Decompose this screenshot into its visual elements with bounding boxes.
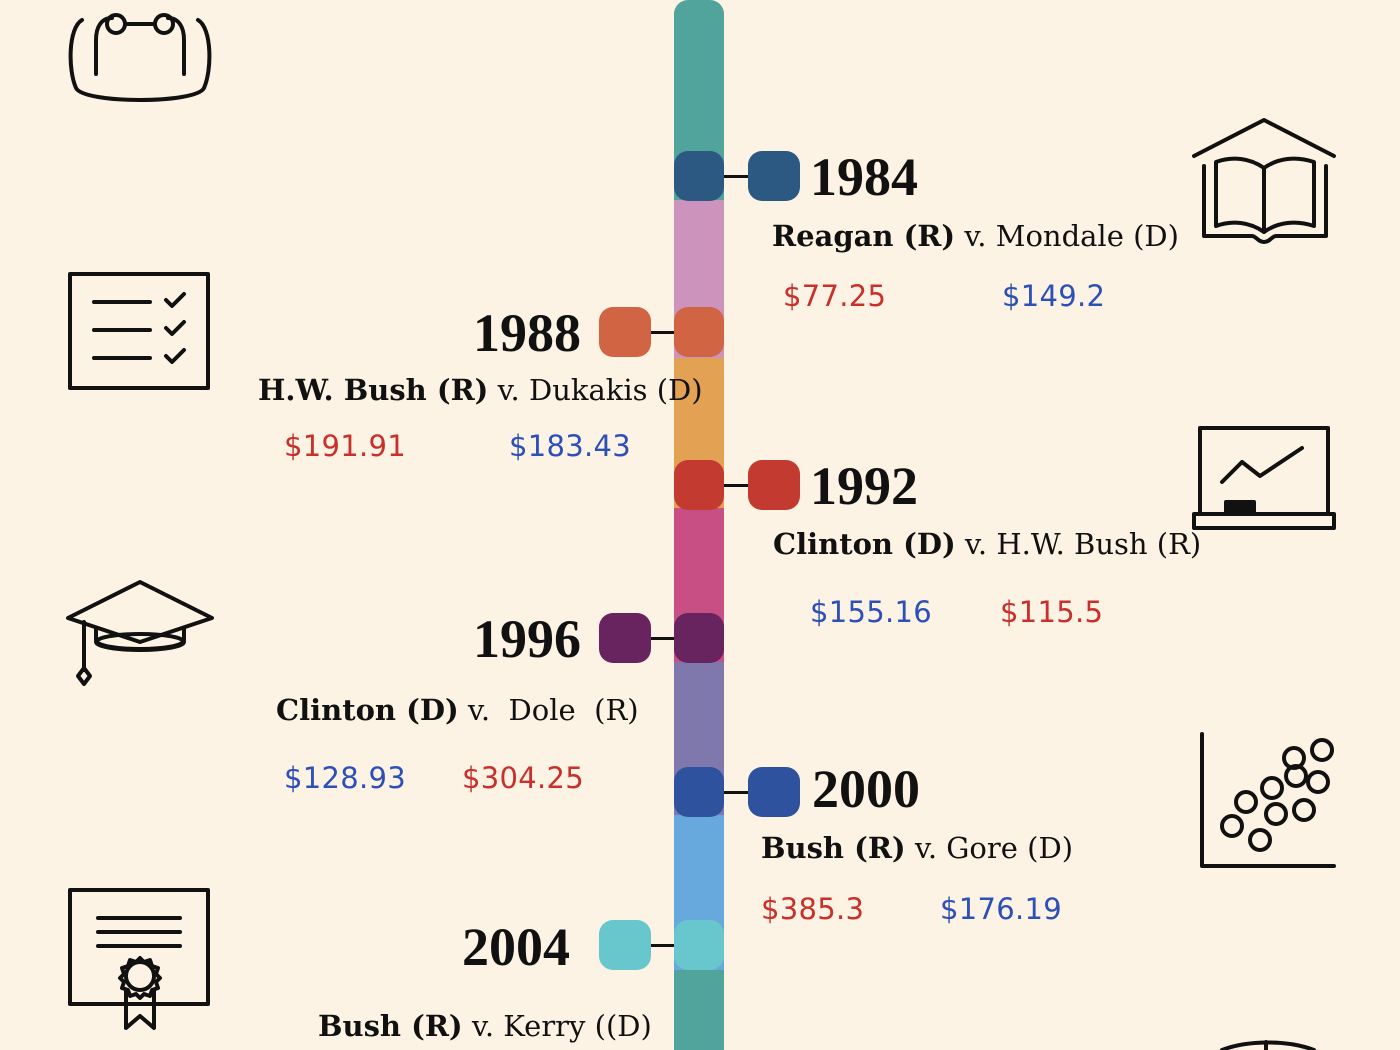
- year-connector: [651, 331, 674, 334]
- spine-node: [674, 151, 724, 201]
- election-matchup: Clinton (D) v. H.W. Bush (R): [773, 530, 1201, 559]
- matchup-separator: v.: [955, 219, 996, 253]
- spending-amount: $149.2: [1002, 279, 1106, 313]
- spine-segment: [674, 970, 724, 1050]
- globe-icon: [1218, 1038, 1318, 1050]
- matchup-separator: v.: [458, 693, 509, 727]
- spine-node: [674, 920, 724, 970]
- winner-name: Clinton (D): [773, 527, 956, 561]
- checklist-icon: [68, 272, 212, 392]
- opponent-name: Dukakis (D): [529, 373, 703, 407]
- spending-amount: $176.19: [940, 892, 1063, 926]
- winner-name: H.W. Bush (R): [258, 373, 489, 407]
- spending-amount: $183.43: [509, 429, 632, 463]
- election-year: 2004: [462, 917, 570, 977]
- year-marker: [599, 307, 651, 357]
- winner-name: Bush (R): [761, 831, 906, 865]
- year-connector: [724, 484, 748, 487]
- winner-name: Bush (R): [318, 1009, 463, 1043]
- election-matchup: Bush (R) v. Kerry ((D): [318, 1012, 652, 1041]
- spending-amount: $304.25: [462, 761, 585, 795]
- year-marker: [748, 767, 800, 817]
- matchup-separator: v.: [905, 831, 947, 865]
- year-connector: [651, 637, 674, 640]
- election-year: 1992: [810, 456, 918, 516]
- chalkboard-chart-icon: [1192, 426, 1338, 534]
- election-year: 1996: [473, 609, 581, 669]
- year-connector: [724, 175, 748, 178]
- election-matchup: Reagan (R) v. Mondale (D): [772, 222, 1179, 251]
- spine-node: [674, 460, 724, 510]
- spending-amount: $191.91: [284, 429, 407, 463]
- spending-amount: $77.25: [783, 279, 887, 313]
- winner-name: Clinton (D): [276, 693, 459, 727]
- graduation-cap-icon: [66, 580, 214, 692]
- year-marker: [748, 460, 800, 510]
- spending-amount: $385.3: [761, 892, 865, 926]
- year-marker: [599, 920, 651, 970]
- election-matchup: Clinton (D) v. Dole (R): [276, 696, 639, 725]
- spine-node: [674, 613, 724, 663]
- year-marker: [748, 151, 800, 201]
- open-book-icon: [1192, 118, 1338, 250]
- year-connector: [651, 944, 674, 947]
- opponent-name: Gore (D): [946, 831, 1074, 865]
- election-year: 1988: [473, 303, 581, 363]
- election-matchup: H.W. Bush (R) v. Dukakis (D): [258, 376, 703, 405]
- election-matchup: Bush (R) v. Gore (D): [761, 834, 1073, 863]
- year-connector: [724, 791, 748, 794]
- matchup-separator: v.: [488, 373, 529, 407]
- spine-node: [674, 767, 724, 817]
- election-year: 1984: [810, 147, 918, 207]
- year-marker: [599, 613, 651, 663]
- opponent-name: Mondale (D): [995, 219, 1179, 253]
- scatter-plot-icon: [1198, 732, 1338, 872]
- opponent-name: Dole (R): [508, 693, 639, 727]
- spending-amount: $128.93: [284, 761, 407, 795]
- spending-amount: $155.16: [810, 595, 933, 629]
- opponent-name: H.W. Bush (R): [996, 527, 1202, 561]
- matchup-separator: v.: [955, 527, 997, 561]
- election-year: 2000: [812, 759, 920, 819]
- winner-name: Reagan (R): [772, 219, 956, 253]
- backpack-icon: [66, 0, 214, 106]
- spending-amount: $115.5: [1000, 595, 1104, 629]
- certificate-icon: [68, 888, 212, 1032]
- matchup-separator: v.: [462, 1009, 504, 1043]
- opponent-name: Kerry ((D): [503, 1009, 652, 1043]
- spine-node: [674, 307, 724, 357]
